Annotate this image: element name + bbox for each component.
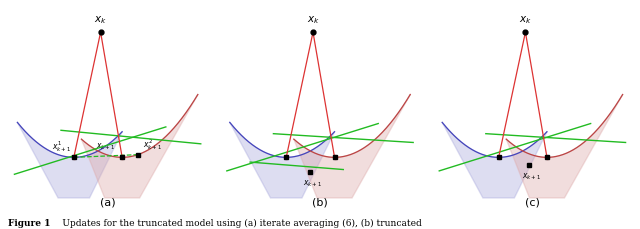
Text: $x_{k+1}^1$: $x_{k+1}^1$ — [52, 138, 71, 153]
Polygon shape — [17, 123, 122, 198]
Text: (c): (c) — [525, 196, 540, 206]
Polygon shape — [81, 95, 198, 198]
Text: $x_k$: $x_k$ — [519, 15, 532, 26]
Polygon shape — [294, 95, 410, 198]
Text: $x_{k+1}$: $x_{k+1}$ — [303, 178, 323, 188]
Polygon shape — [442, 123, 547, 198]
Text: (a): (a) — [100, 196, 115, 206]
Text: $x_{k+1}$: $x_{k+1}$ — [522, 171, 541, 182]
Text: $x_k$: $x_k$ — [307, 15, 319, 26]
Text: (b): (b) — [312, 196, 328, 206]
Text: Figure 1: Figure 1 — [8, 218, 50, 227]
Polygon shape — [506, 95, 623, 198]
Text: Updates for the truncated model using (a) iterate averaging (6), (b) truncated: Updates for the truncated model using (a… — [48, 218, 422, 227]
Text: $x_{k+1}$: $x_{k+1}$ — [96, 140, 115, 151]
Text: $x_{k+1}^2$: $x_{k+1}^2$ — [143, 136, 162, 151]
Text: $x_k$: $x_k$ — [94, 15, 107, 26]
Polygon shape — [230, 123, 335, 198]
